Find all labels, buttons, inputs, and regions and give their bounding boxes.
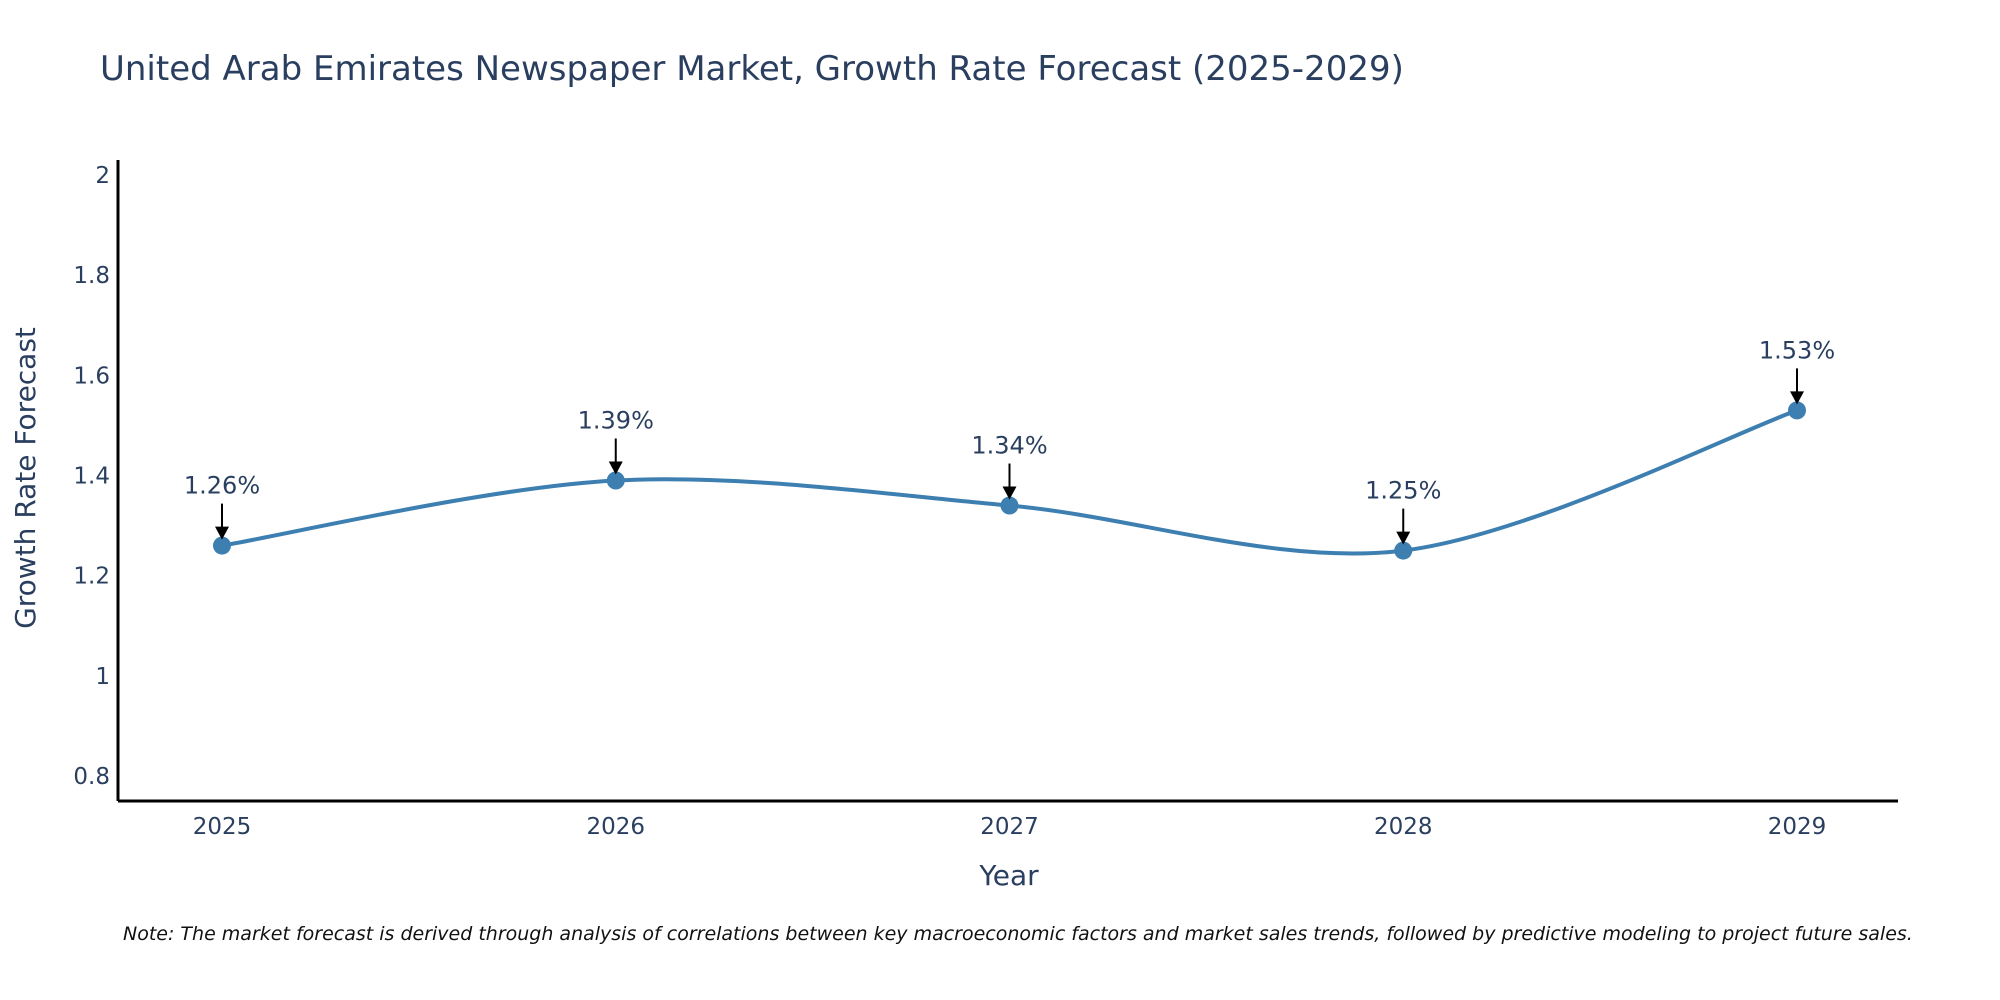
- data-point: [1394, 541, 1413, 560]
- data-label: 1.25%: [1365, 477, 1441, 505]
- x-tick-label: 2026: [586, 814, 645, 840]
- chart-title: United Arab Emirates Newspaper Market, G…: [100, 49, 1404, 89]
- y-tick-label: 1.8: [73, 263, 110, 289]
- y-axis-ticks: 0.8 1 1.2 1.4 1.6 1.8 2: [73, 163, 110, 790]
- annotation-arrow-head: [1790, 391, 1804, 405]
- x-tick-label: 2027: [980, 814, 1039, 840]
- x-tick-label: 2029: [1768, 814, 1827, 840]
- data-label-annotations: 1.26% 1.39% 1.34% 1.25% 1.53%: [184, 336, 1835, 545]
- x-axis-title: Year: [978, 859, 1039, 892]
- data-label: 1.34%: [971, 432, 1047, 460]
- x-axis-ticks: 2025 2026 2027 2028 2029: [193, 814, 1827, 840]
- y-tick-label: 1: [95, 664, 110, 690]
- y-axis-title: Growth Rate Forecast: [9, 327, 42, 629]
- y-tick-label: 1.2: [73, 564, 110, 590]
- data-point: [606, 471, 625, 490]
- annotation-arrow-head: [1396, 531, 1411, 545]
- y-tick-label: 2: [95, 163, 110, 189]
- y-tick-label: 1.6: [73, 363, 110, 389]
- data-label: 1.39%: [578, 407, 654, 435]
- y-tick-label: 1.4: [73, 463, 110, 489]
- data-label: 1.53%: [1759, 336, 1835, 364]
- annotation-arrow-head: [215, 526, 229, 540]
- annotation-arrow-head: [1002, 486, 1017, 500]
- series-markers: [213, 401, 1806, 560]
- data-point: [1788, 401, 1806, 420]
- x-tick-label: 2028: [1374, 814, 1433, 840]
- x-tick-label: 2025: [193, 814, 252, 840]
- annotation-arrow-head: [608, 461, 623, 475]
- data-point: [1000, 496, 1019, 515]
- data-point: [213, 536, 231, 555]
- y-tick-label: 0.8: [73, 764, 110, 790]
- footnote: Note: The market forecast is derived thr…: [123, 923, 1913, 945]
- data-label: 1.26%: [184, 472, 260, 500]
